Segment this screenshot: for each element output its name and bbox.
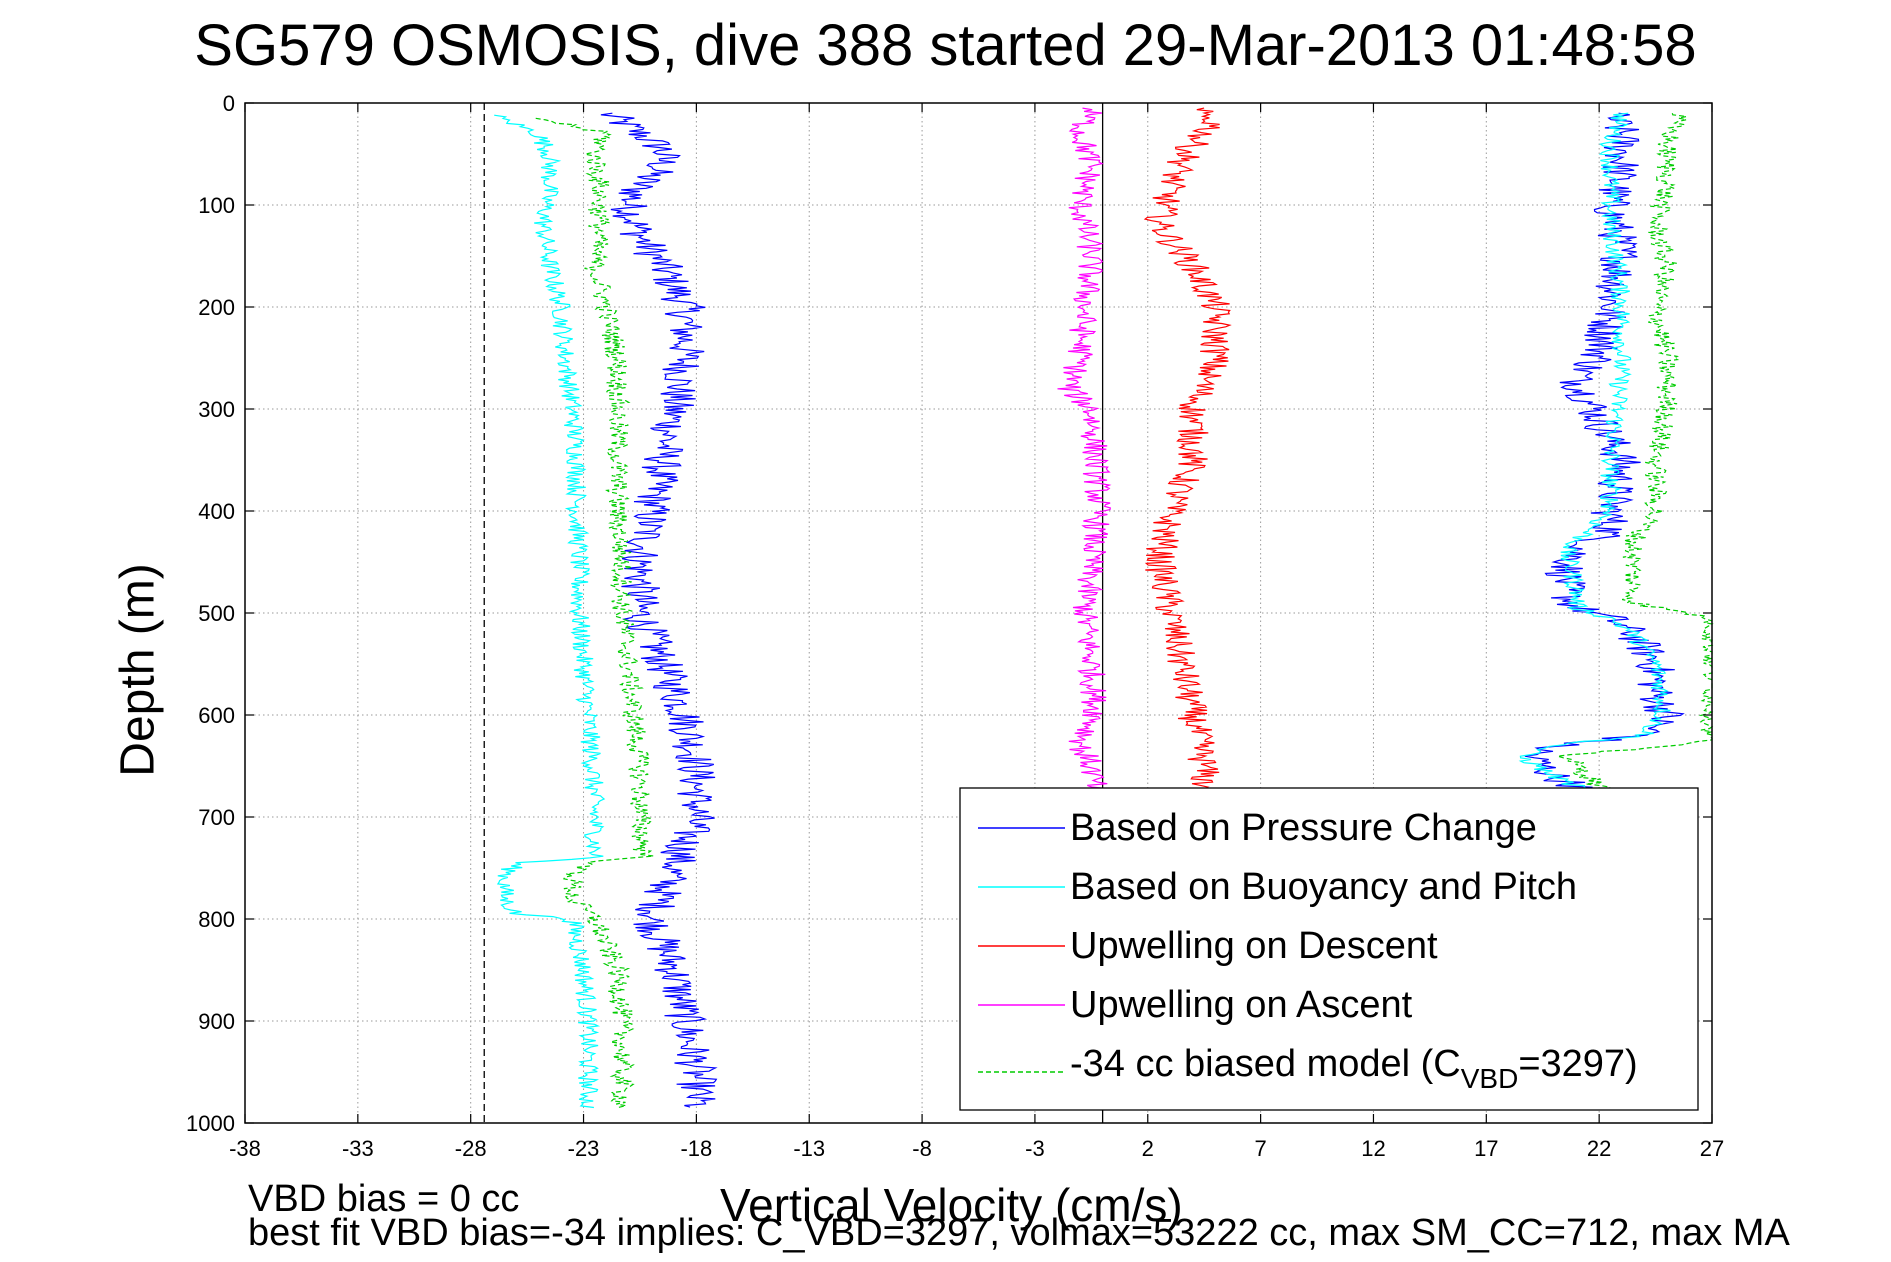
legend-label: Based on Buoyancy and Pitch: [1070, 866, 1577, 908]
x-tick-label: -18: [680, 1136, 712, 1161]
series-line: [494, 114, 606, 1109]
y-tick-label: 100: [198, 193, 235, 218]
series-0: [600, 112, 1685, 1108]
chart-title: SG579 OSMOSIS, dive 388 started 29-Mar-2…: [194, 13, 1697, 78]
series-4: [535, 113, 1714, 1108]
x-tick-label: 27: [1700, 1136, 1724, 1161]
y-tick-label: 0: [223, 91, 235, 116]
legend-label: Based on Pressure Change: [1070, 807, 1537, 849]
x-axis-ticks: -38 -33 -28 -23 -18 -13 -8 -3 2 7 12 17 22 27: [229, 103, 1724, 1161]
series-line: [1143, 107, 1232, 796]
y-tick-label: 800: [198, 907, 235, 932]
x-tick-label: -28: [455, 1136, 487, 1161]
x-tick-label: -13: [793, 1136, 825, 1161]
series-line: [1557, 113, 1714, 796]
legend: Based on Pressure Change Based on Buoyanc…: [959, 787, 1699, 1111]
y-tick-label: 900: [198, 1009, 235, 1034]
x-tick-label: -33: [342, 1136, 374, 1161]
y-axis-label: Depth (m): [111, 563, 165, 777]
x-tick-label: 7: [1254, 1136, 1266, 1161]
y-tick-label: 1000: [186, 1111, 235, 1136]
x-tick-label: 22: [1587, 1136, 1611, 1161]
y-tick-label: 500: [198, 601, 235, 626]
legend-box: [959, 787, 1699, 1111]
series-3: [1057, 107, 1112, 796]
y-tick-label: 700: [198, 805, 235, 830]
footer-best-fit: best fit VBD bias=-34 implies: C_VBD=329…: [248, 1212, 1790, 1254]
x-axis-label: Vertical Velocity (cm/s): [720, 1179, 1183, 1231]
x-tick-label: -23: [568, 1136, 600, 1161]
series-line: [600, 112, 718, 1108]
x-tick-label: -3: [1025, 1136, 1045, 1161]
x-tick-label: -38: [229, 1136, 261, 1161]
series-line: [1524, 112, 1685, 796]
x-tick-label: 2: [1142, 1136, 1154, 1161]
footer-vbd-bias: VBD bias = 0 cc: [248, 1178, 520, 1220]
y-axis-ticks: 0 100 200 300 400 500 600 700 800 900 1000: [186, 91, 1712, 1136]
y-tick-label: 300: [198, 397, 235, 422]
y-tick-label: 200: [198, 295, 235, 320]
series-line: [535, 117, 654, 1108]
x-tick-label: 12: [1361, 1136, 1385, 1161]
y-tick-label: 400: [198, 499, 235, 524]
series-line: [1518, 112, 1671, 796]
legend-label: Upwelling on Ascent: [1070, 984, 1413, 1026]
data-series: [494, 107, 1714, 1109]
series-1: [494, 112, 1671, 1109]
x-tick-label: -8: [912, 1136, 932, 1161]
series-line: [1057, 107, 1112, 796]
y-tick-label: 600: [198, 703, 235, 728]
x-tick-label: 17: [1474, 1136, 1498, 1161]
series-2: [1143, 107, 1232, 796]
legend-label: Upwelling on Descent: [1070, 925, 1438, 967]
legend-label: -34 cc biased model (CVBD=3297): [1070, 1043, 1638, 1094]
